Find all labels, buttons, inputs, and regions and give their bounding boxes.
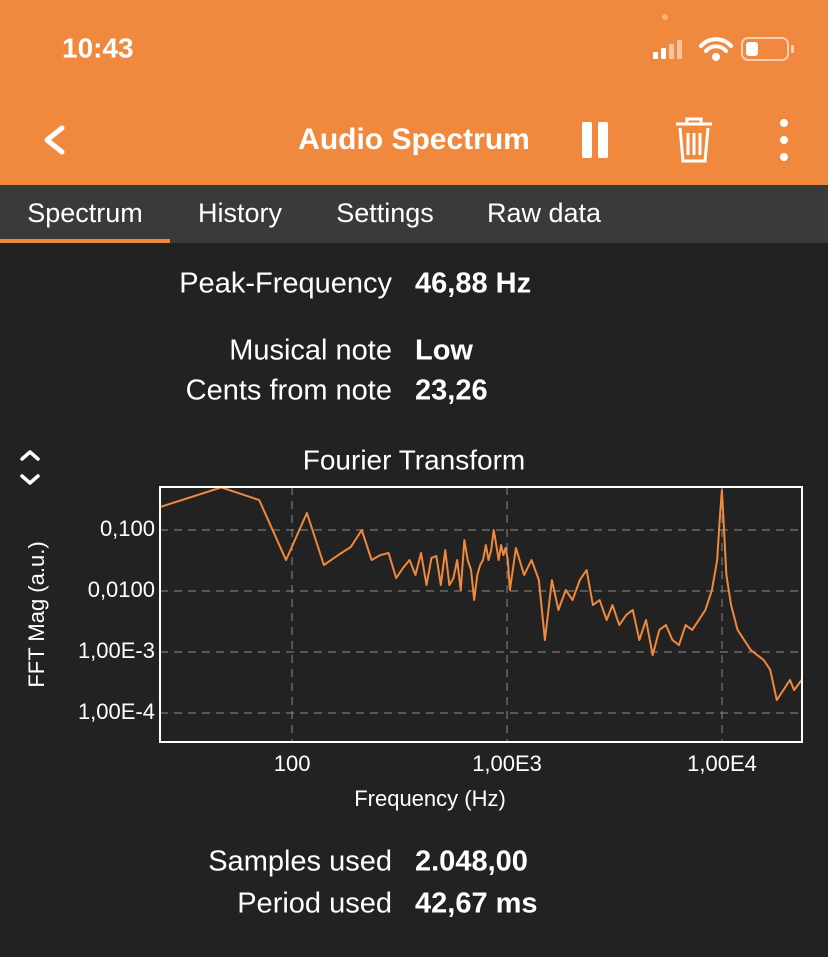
tab-indicator <box>0 239 170 243</box>
tab[interactable]: Spectrum <box>27 198 143 228</box>
pause-button[interactable] <box>582 122 608 158</box>
y-tick-label: 1,00E-3 <box>78 638 155 663</box>
app-title: Audio Spectrum <box>298 123 530 156</box>
readout-value: 42,67 ms <box>415 888 538 920</box>
delete-button[interactable] <box>676 117 712 163</box>
tab[interactable]: History <box>198 198 283 228</box>
spectrum-line <box>160 487 802 702</box>
chart: Fourier Transform Frequency (Hz) FFT Mag (… <box>24 444 803 811</box>
x-tick-label: 1,00E3 <box>472 751 542 776</box>
readout-label: Musical note <box>229 335 392 367</box>
signal-icon <box>653 40 682 59</box>
x-axis-label: Frequency (Hz) <box>354 786 506 811</box>
tab-bar <box>0 185 828 243</box>
content <box>0 243 828 957</box>
plot-frame <box>159 486 803 743</box>
y-tick-label: 1,00E-4 <box>78 699 155 724</box>
chart-title: Fourier Transform <box>303 444 526 475</box>
readout-value: Low <box>415 335 473 367</box>
tab[interactable]: Settings <box>336 198 434 228</box>
readout-label: Peak-Frequency <box>179 268 392 300</box>
x-tick-label: 100 <box>274 751 311 776</box>
readout-value: 23,26 <box>415 375 488 407</box>
y-tick-label: 0,0100 <box>88 577 155 602</box>
expand-toggle[interactable] <box>20 450 40 485</box>
y-axis-label: FFT Mag (a.u.) <box>24 541 49 687</box>
wifi-icon <box>699 37 733 61</box>
plot-area <box>160 487 802 702</box>
readout-value: 46,88 Hz <box>415 268 531 300</box>
battery-icon <box>741 37 794 61</box>
readout-label: Samples used <box>208 846 392 878</box>
status-time: 10:43 <box>62 32 134 63</box>
tabs: Spectrum History Settings Raw data <box>27 198 602 228</box>
back-button[interactable] <box>44 125 65 155</box>
y-tick-label: 0,100 <box>100 516 155 541</box>
indicator-dot <box>662 14 668 20</box>
tab[interactable]: Raw data <box>487 198 602 228</box>
menu-button[interactable] <box>780 119 788 161</box>
readout-value: 2.048,00 <box>415 846 528 878</box>
readout-label: Period used <box>237 888 392 920</box>
readout-label: Cents from note <box>186 375 392 407</box>
x-tick-label: 1,00E4 <box>687 751 757 776</box>
app-bar <box>0 0 828 185</box>
